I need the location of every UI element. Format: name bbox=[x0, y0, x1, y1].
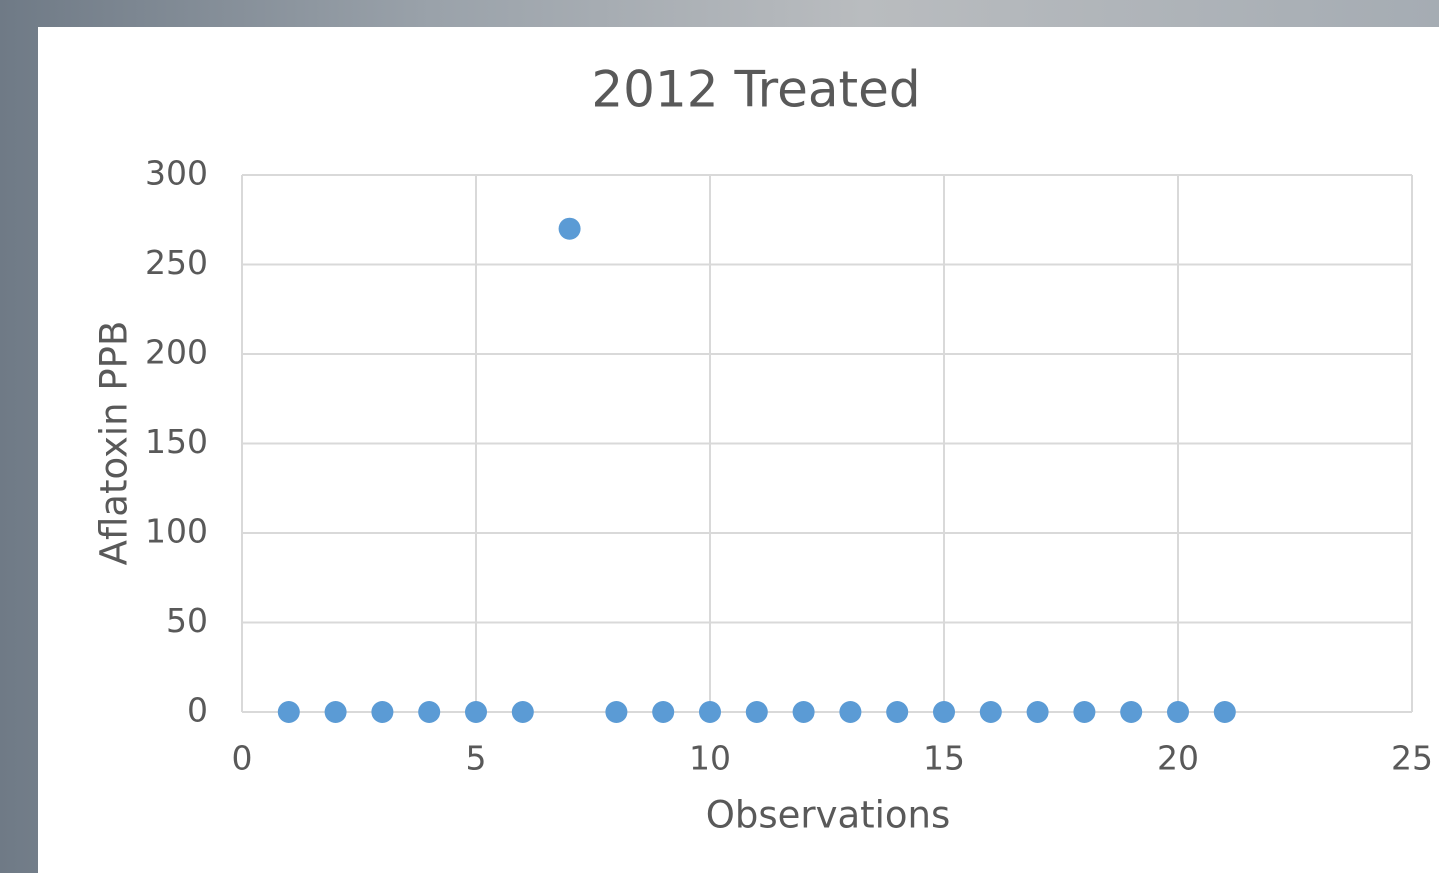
point bbox=[792, 701, 815, 723]
chart-title: 2012 Treated bbox=[591, 61, 920, 119]
y-tick-label: 250 bbox=[145, 243, 208, 282]
point bbox=[979, 701, 1002, 723]
x-axis-label: Observations bbox=[706, 794, 951, 837]
point bbox=[277, 701, 300, 723]
point bbox=[745, 701, 768, 723]
point bbox=[371, 701, 394, 723]
point bbox=[1073, 701, 1096, 723]
point bbox=[1120, 701, 1143, 723]
y-tick-label: 300 bbox=[145, 154, 208, 193]
point bbox=[839, 701, 862, 723]
x-tick-label: 20 bbox=[1157, 739, 1199, 778]
y-tick-label: 200 bbox=[145, 333, 208, 372]
point bbox=[558, 217, 581, 240]
point bbox=[652, 701, 675, 723]
x-tick-label: 5 bbox=[466, 739, 487, 778]
point bbox=[699, 701, 721, 723]
point bbox=[465, 701, 487, 723]
point bbox=[324, 701, 347, 723]
y-tick-label: 100 bbox=[145, 512, 208, 551]
point bbox=[1167, 701, 1189, 723]
x-tick-label: 10 bbox=[689, 739, 731, 778]
y-tick-label: 0 bbox=[187, 691, 208, 730]
x-tick-label: 25 bbox=[1391, 739, 1433, 778]
point bbox=[933, 701, 955, 723]
y-tick-label: 150 bbox=[145, 422, 208, 461]
chart-panel bbox=[38, 27, 1439, 873]
y-tick-label: 50 bbox=[166, 601, 208, 640]
point bbox=[1026, 701, 1049, 723]
x-tick-label: 0 bbox=[232, 739, 253, 778]
point bbox=[1213, 701, 1236, 723]
x-tick-label: 15 bbox=[923, 739, 965, 778]
y-axis-label: Aflatoxin PPB bbox=[93, 321, 136, 566]
point bbox=[511, 701, 534, 723]
point bbox=[605, 701, 628, 723]
point bbox=[418, 701, 441, 723]
point bbox=[886, 701, 909, 723]
